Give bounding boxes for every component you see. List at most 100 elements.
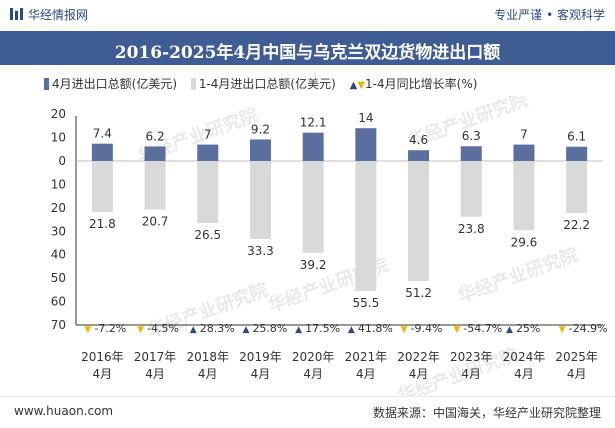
data-label-monthly: 9.2 [251, 122, 270, 136]
data-label-cumulative: 22.2 [563, 218, 590, 232]
data-label-monthly: 7 [520, 128, 528, 142]
data-label-monthly: 12.1 [300, 116, 327, 130]
triangle-up-icon: ▲ [348, 325, 355, 335]
bar-cumulative [249, 161, 271, 240]
y-tick-label: 20 [51, 107, 66, 121]
tagline: 专业严谨 • 客观科学 [494, 8, 605, 22]
footer: www.huaon.com 数据来源：中国海关，华经产业研究院整理 [0, 396, 615, 428]
growth-rate-label: ▲ 25% [506, 322, 540, 335]
watermark-text: 华经产业研究院 [455, 243, 581, 307]
growth-rate-label: ▲ 41.8% [348, 322, 393, 335]
chart-title: 2016-2025年4月中国与乌克兰双边货物进出口额 [114, 43, 501, 63]
data-label-monthly: 7.4 [93, 127, 112, 141]
bar-cumulative [197, 161, 219, 224]
growth-rate-value: 41.8% [358, 322, 393, 335]
data-label-cumulative: 55.5 [352, 296, 379, 310]
growth-rate-value: -9.4% [411, 322, 443, 335]
growth-rate-label: ▼ -54.7% [453, 322, 502, 335]
bar-cumulative [566, 161, 588, 214]
brand[interactable]: 华经情报网 [10, 6, 88, 23]
data-label-cumulative: 26.5 [194, 228, 221, 242]
x-category-label: 2021年 [345, 350, 388, 364]
site-link[interactable]: www.huaon.com [14, 404, 114, 418]
x-category-label: 2024年 [503, 350, 546, 364]
legend-label-cumulative: 1-4月进出口总额(亿美元) [198, 77, 336, 91]
bar-monthly [566, 146, 588, 161]
x-category-label: 2019年 [239, 350, 282, 364]
legend-item-cumulative: 1-4月进出口总额(亿美元) [190, 75, 336, 92]
data-label-monthly: 4.6 [409, 133, 428, 147]
triangle-down-icon: ▼ [401, 325, 408, 335]
bar-cumulative [355, 161, 377, 292]
bar-monthly [302, 132, 324, 161]
y-tick-label: 10 [51, 131, 66, 145]
growth-rate-label: ▲ 28.3% [190, 322, 235, 335]
growth-rate-value: 17.5% [305, 322, 340, 335]
x-category-label: 4月 [514, 367, 534, 381]
brand-name: 华经情报网 [28, 8, 89, 22]
growth-rate-value: -7.2% [94, 322, 126, 335]
bar-monthly [408, 150, 430, 161]
triangle-up-icon: ▲ [190, 325, 197, 335]
x-category-label: 2018年 [186, 350, 229, 364]
legend-item-monthly: 4月进出口总额(亿美元) [44, 75, 177, 92]
growth-rate-label: ▼ -24.9% [559, 322, 608, 335]
growth-rate-label: ▲ 25.8% [242, 322, 287, 335]
title-bar: 2016-2025年4月中国与乌克兰双边货物进出口额 [0, 31, 615, 65]
y-tick-label: 50 [51, 271, 66, 285]
triangle-down-icon: ▼ [559, 325, 566, 335]
growth-rate-label: ▼ -9.4% [401, 322, 443, 335]
triangle-up-icon: ▲ [349, 80, 358, 91]
triangle-down-icon: ▼ [137, 325, 144, 335]
bar-monthly [355, 128, 377, 161]
legend-swatch-cumulative [190, 78, 196, 90]
y-tick-label: 40 [51, 248, 66, 262]
y-tick-label: 30 [51, 224, 66, 238]
bar-cumulative [513, 161, 535, 231]
y-tick-label: 60 [51, 295, 66, 309]
data-label-monthly: 6.3 [462, 129, 481, 143]
triangle-up-icon: ▲ [506, 325, 513, 335]
data-label-monthly: 7 [204, 128, 212, 142]
x-category-label: 2025年 [555, 350, 598, 364]
x-category-label: 2016年 [81, 350, 124, 364]
x-category-label: 4月 [409, 367, 429, 381]
triangle-down-icon: ▼ [453, 325, 460, 335]
triangle-down-icon: ▼ [84, 325, 91, 335]
x-category-label: 4月 [251, 367, 271, 381]
data-label-cumulative: 23.8 [458, 222, 485, 236]
data-label-cumulative: 39.2 [300, 258, 327, 272]
data-label-cumulative: 33.3 [247, 244, 274, 258]
bar-cumulative [144, 161, 166, 210]
y-tick-label: 0 [58, 154, 66, 168]
growth-rate-value: 25.8% [252, 322, 287, 335]
x-category-label: 4月 [567, 367, 587, 381]
legend-swatch-monthly [44, 78, 49, 90]
bar-monthly [144, 146, 166, 161]
growth-rate-label: ▼ -4.5% [137, 322, 179, 335]
bar-monthly [197, 144, 219, 161]
legend-label-monthly: 4月进出口总额(亿美元) [52, 77, 177, 91]
growth-rate-value: -54.7% [463, 322, 502, 335]
x-category-label: 2017年 [134, 350, 177, 364]
growth-rate-value: 25% [516, 322, 540, 335]
top-bar: 华经情报网 专业严谨 • 客观科学 [0, 0, 615, 28]
legend: 4月进出口总额(亿美元) 1-4月进出口总额(亿美元) ▲▼1-4月同比增长率(… [44, 75, 487, 92]
brand-logo-icon [10, 8, 23, 20]
bar-cumulative [91, 161, 113, 213]
triangle-up-icon: ▲ [295, 325, 302, 335]
growth-rate-label: ▼ -7.2% [84, 322, 126, 335]
bar-monthly [249, 139, 271, 161]
x-category-label: 4月 [198, 367, 218, 381]
bar-monthly [513, 144, 535, 161]
x-category-label: 4月 [145, 367, 165, 381]
data-source: 数据来源：中国海关，华经产业研究院整理 [372, 406, 601, 420]
x-category-label: 2022年 [397, 350, 440, 364]
triangle-up-icon: ▲ [242, 325, 249, 335]
growth-rate-value: 28.3% [200, 322, 235, 335]
data-label-monthly: 6.1 [567, 130, 586, 144]
data-label-monthly: 14 [358, 111, 373, 125]
legend-label-growth: 1-4月同比增长率(%) [365, 77, 478, 91]
data-label-cumulative: 20.7 [142, 214, 169, 228]
